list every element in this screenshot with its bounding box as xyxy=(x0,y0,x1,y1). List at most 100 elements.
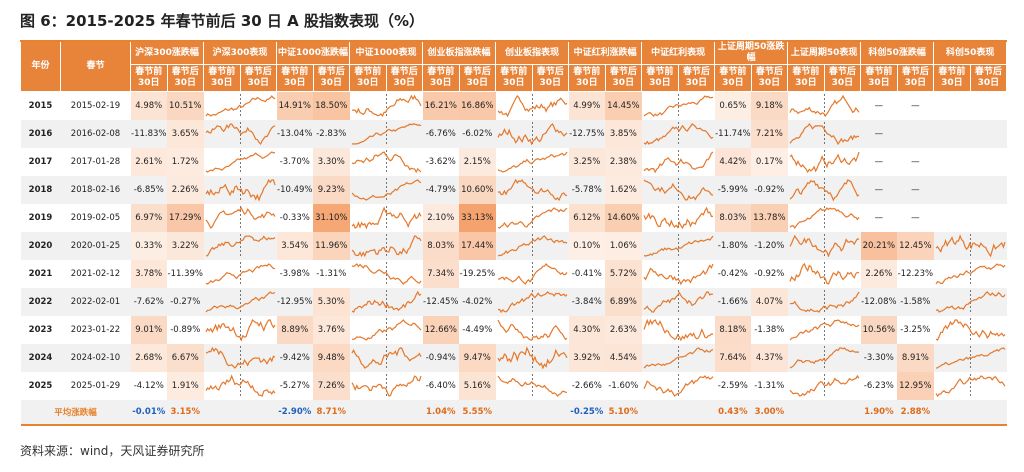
value-cell: 2.38% xyxy=(605,148,642,176)
value-cell: 31.10% xyxy=(313,204,350,232)
sparkline xyxy=(789,122,859,146)
value-cell: -5.27% xyxy=(279,381,310,391)
value-cell: 3.54% xyxy=(276,232,314,260)
sparkline-cell xyxy=(349,232,423,260)
sparkline xyxy=(497,290,567,314)
sparkline xyxy=(205,262,275,286)
value-cell: -12.23% xyxy=(897,269,934,279)
table-row: 2015 2015-02-19 4.98% 10.51% 14.91% 18.50% 16.… xyxy=(21,91,1007,121)
sub-header: 春节后30日 xyxy=(677,64,716,92)
sparkline xyxy=(204,178,276,202)
sparkline xyxy=(351,262,422,286)
sparkline xyxy=(205,122,275,146)
sparkline-path xyxy=(643,235,714,257)
sparkline xyxy=(643,346,713,370)
average-spacer xyxy=(933,400,1007,425)
value-cell: 9.48% xyxy=(313,344,350,372)
date-cell: 2020-01-25 xyxy=(60,232,131,260)
sparkline xyxy=(935,262,1006,286)
sparkline-path xyxy=(789,123,859,146)
value-cell: — xyxy=(911,157,920,167)
average-value: 5.55% xyxy=(459,400,496,425)
sparkline-cell xyxy=(495,344,569,372)
value-cell: 14.60% xyxy=(605,204,642,232)
table-row: 2020 2020-01-25 0.33% 3.22% 3.54% 11.96% 8.03%… xyxy=(20,232,1007,260)
sparkline-path xyxy=(205,346,275,369)
sub-header: 春节前30日 xyxy=(568,64,606,92)
sub-header: 春节后30日 xyxy=(239,64,278,92)
sparkline-cell xyxy=(350,372,423,400)
value-cell: 33.13% xyxy=(459,204,496,232)
value-cell: 6.97% xyxy=(130,204,167,232)
sparkline-path xyxy=(643,151,713,174)
sparkline-cell xyxy=(350,204,423,232)
sparkline-cell xyxy=(203,232,277,260)
sparkline xyxy=(789,262,859,286)
sparkline-cell xyxy=(788,204,861,232)
sub-header: 春节前30日 xyxy=(276,64,314,92)
sparkline-cell xyxy=(204,260,277,288)
value-cell: 8.91% xyxy=(897,344,934,372)
sparkline-path xyxy=(935,375,1006,397)
sparkline-cell xyxy=(203,344,277,372)
value-cell: -6.85% xyxy=(130,176,167,204)
sparkline-cell xyxy=(787,232,861,260)
sparkline-path xyxy=(497,178,567,202)
value-cell: -11.39% xyxy=(167,269,203,279)
sparkline-path xyxy=(351,151,421,174)
sparkline-cell xyxy=(349,120,423,148)
sub-header: 春节后30日 xyxy=(750,64,789,92)
sparkline-cell xyxy=(641,288,715,316)
sparkline-path xyxy=(789,374,860,397)
sparkline-path xyxy=(205,151,275,173)
sparkline-cell xyxy=(933,288,1007,316)
sparkline-path xyxy=(205,263,275,285)
sparkline-cell xyxy=(788,92,861,121)
average-value: -0.01% xyxy=(130,400,167,425)
group-header: 中证1000表现 xyxy=(349,40,424,65)
sub-header: 春节后30日 xyxy=(166,64,205,92)
sparkline-path xyxy=(789,94,860,118)
value-cell: 2.10% xyxy=(422,204,460,232)
date-cell: 2022-02-01 xyxy=(60,288,131,316)
value-cell: 10.51% xyxy=(167,91,204,120)
sparkline-path xyxy=(205,291,275,313)
sparkline xyxy=(351,122,421,146)
sparkline-cell xyxy=(787,120,861,148)
sparkline-cell xyxy=(641,344,715,372)
group-header: 创业板指表现 xyxy=(495,40,570,65)
sparkline-path xyxy=(789,319,859,341)
value-cell: -10.49% xyxy=(276,176,314,204)
sparkline-path xyxy=(351,290,421,313)
value-cell: 3.92% xyxy=(568,344,606,372)
sparkline-cell xyxy=(496,204,569,232)
date-cell: 2018-02-16 xyxy=(60,176,131,204)
value-cell: 3.25% xyxy=(568,148,606,176)
group-header: 沪深300涨跌幅 xyxy=(129,40,205,65)
value-cell: 6.12% xyxy=(568,204,606,232)
value-cell: 11.96% xyxy=(313,232,350,260)
value-cell: — xyxy=(874,101,884,111)
value-cell: — xyxy=(911,213,920,223)
value-cell: 20.21% xyxy=(860,232,898,260)
year-cell: 2025 xyxy=(28,381,53,391)
sparkline xyxy=(789,206,860,230)
value-cell: 1.06% xyxy=(605,232,642,260)
value-cell: -1.20% xyxy=(751,232,788,260)
sparkline-cell xyxy=(934,316,1007,344)
value-cell: — xyxy=(860,120,898,148)
value-cell: 3.30% xyxy=(313,148,350,176)
group-header: 中证红利表现 xyxy=(641,40,716,65)
table-row: 2018 2018-02-16 -6.85% 2.26% -10.49% 9.23% -4.… xyxy=(20,176,1007,204)
sparkline-cell xyxy=(641,176,715,204)
sparkline-path xyxy=(497,263,568,285)
sparkline-path xyxy=(351,263,422,285)
sparkline-cell xyxy=(349,288,423,316)
sparkline xyxy=(205,290,275,314)
date-cell: 2019-02-05 xyxy=(70,213,121,223)
sparkline-cell xyxy=(350,316,423,344)
value-cell: 9.01% xyxy=(130,316,167,344)
year-cell: 2015 xyxy=(28,101,53,111)
value-cell: 17.29% xyxy=(167,204,204,232)
average-value: 2.88% xyxy=(897,400,934,425)
